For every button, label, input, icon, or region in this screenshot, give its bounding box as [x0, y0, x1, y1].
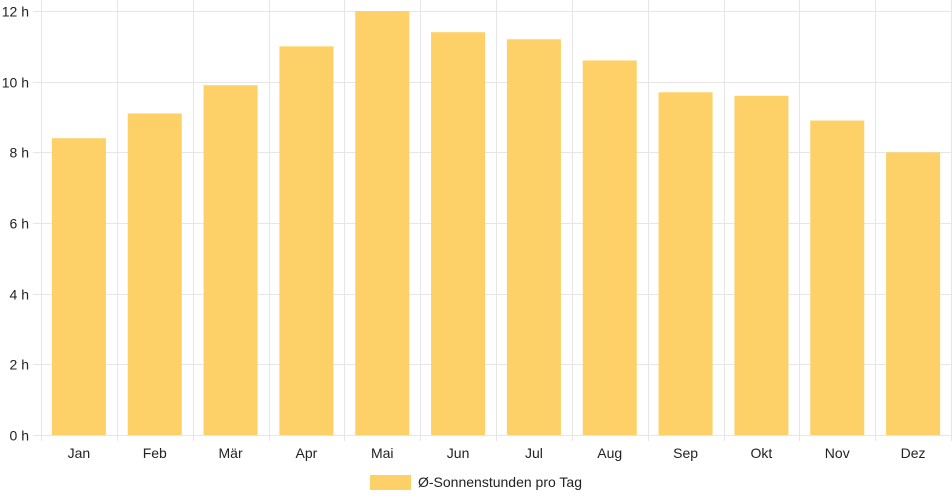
bar-mai[interactable]	[355, 11, 410, 435]
bar-nov[interactable]	[810, 120, 865, 436]
bar-apr[interactable]	[279, 46, 334, 435]
x-tick-label: Dez	[901, 445, 926, 461]
y-tick-label: 0 h	[10, 428, 29, 444]
legend-swatch[interactable]	[370, 475, 411, 490]
x-tick-label: Jun	[447, 445, 470, 461]
x-tick-label: Jan	[68, 445, 91, 461]
y-tick-label: 6 h	[10, 216, 29, 232]
bar-jun[interactable]	[431, 32, 486, 435]
bar-okt[interactable]	[734, 95, 789, 436]
y-tick-label: 10 h	[2, 75, 29, 91]
x-axis: Jan Feb Mär Apr Mai Jun Jul Aug Sep Okt Nov Dez	[68, 445, 926, 461]
x-tick-label: Apr	[296, 445, 318, 461]
y-tick-label: 4 h	[10, 287, 29, 303]
bars	[51, 11, 941, 436]
bar-feb[interactable]	[127, 113, 182, 435]
y-tick-label: 12 h	[2, 4, 29, 20]
legend[interactable]: Ø-Sonnenstunden pro Tag	[370, 474, 582, 490]
legend-label[interactable]: Ø-Sonnenstunden pro Tag	[418, 474, 582, 490]
bar-mär[interactable]	[203, 85, 258, 435]
y-tick-label: 8 h	[10, 145, 29, 161]
x-tick-label: Okt	[751, 445, 773, 461]
bar-jan[interactable]	[51, 138, 106, 435]
grid-lines	[33, 0, 952, 441]
bar-jul[interactable]	[506, 39, 561, 436]
x-tick-label: Aug	[597, 445, 622, 461]
x-tick-label: Feb	[143, 445, 167, 461]
y-tick-label: 2 h	[10, 357, 29, 373]
x-tick-label: Jul	[525, 445, 543, 461]
y-axis: 0 h 2 h 4 h 6 h 8 h 10 h 12 h	[2, 4, 29, 444]
bar-aug[interactable]	[582, 60, 637, 435]
x-tick-label: Mär	[219, 445, 243, 461]
x-tick-label: Mai	[371, 445, 394, 461]
bar-sep[interactable]	[658, 92, 713, 436]
x-tick-label: Sep	[673, 445, 698, 461]
x-tick-label: Nov	[825, 445, 850, 461]
bar-dez[interactable]	[886, 152, 941, 436]
